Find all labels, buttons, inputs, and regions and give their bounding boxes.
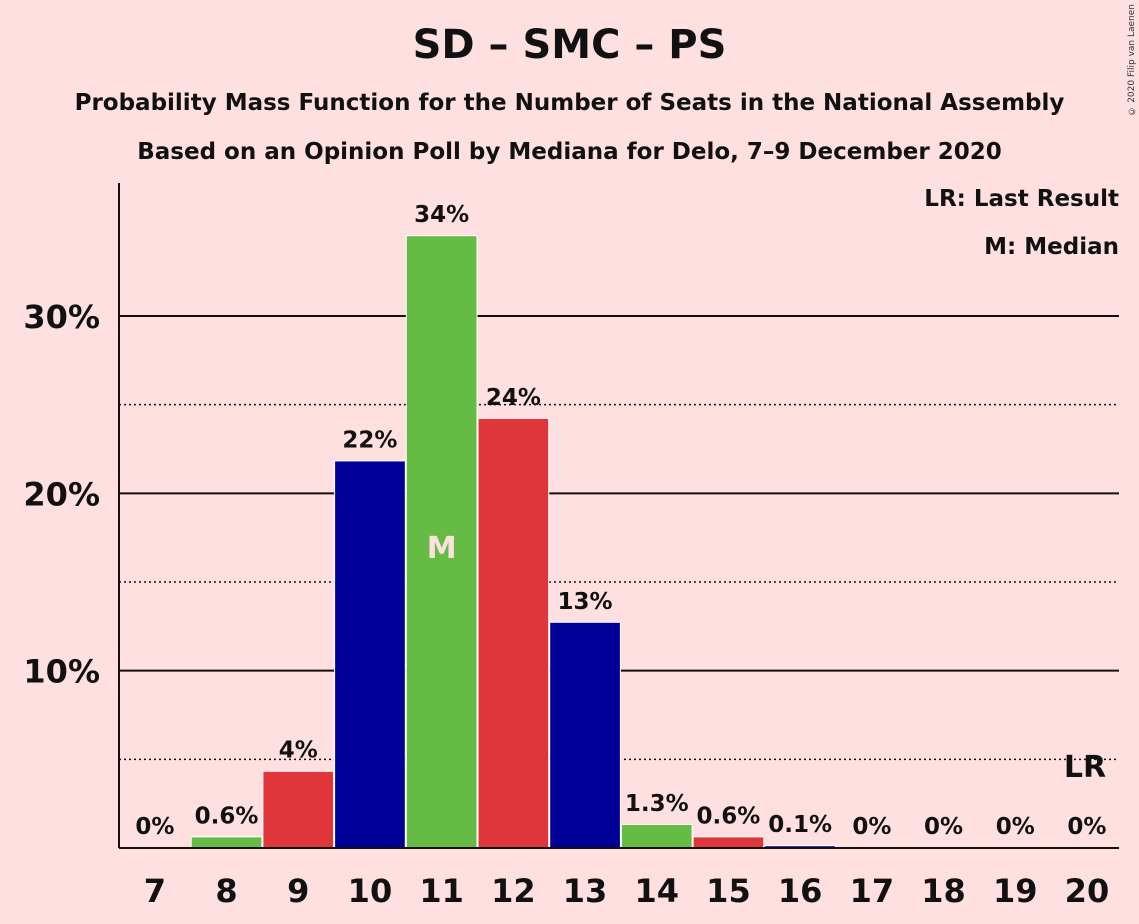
x-tick-label: 14 — [634, 872, 679, 910]
value-label: 0% — [1067, 814, 1106, 840]
value-label: 34% — [414, 202, 469, 228]
value-label: 4% — [279, 738, 318, 764]
y-tick-label: 20% — [23, 475, 100, 513]
median-marker: M — [427, 531, 457, 566]
last-result-marker: LR — [1064, 750, 1106, 785]
bar-8 — [191, 837, 262, 848]
x-tick-label: 18 — [921, 872, 966, 910]
value-label: 22% — [342, 427, 397, 453]
x-tick-label: 16 — [778, 872, 823, 910]
bar-9 — [263, 771, 334, 848]
y-tick-label: 10% — [23, 653, 100, 691]
x-tick-label: 9 — [287, 872, 309, 910]
legend-last-result: LR: Last Result — [924, 186, 1119, 212]
legend-median: M: Median — [984, 234, 1119, 260]
value-label: 0% — [924, 814, 963, 840]
x-tick-label: 17 — [850, 872, 895, 910]
chart-title: SD – SMC – PS — [412, 22, 727, 68]
chart-source: Based on an Opinion Poll by Mediana for … — [137, 139, 1002, 165]
value-label: 0% — [996, 814, 1035, 840]
bar-14 — [621, 824, 692, 848]
chart-subtitle: Probability Mass Function for the Number… — [74, 90, 1065, 116]
bar-12 — [478, 418, 549, 848]
value-label: 13% — [558, 589, 613, 615]
x-tick-label: 7 — [144, 872, 166, 910]
bar-11 — [406, 236, 477, 848]
x-tick-label: 12 — [491, 872, 536, 910]
bar-15 — [693, 837, 764, 848]
value-label: 1.3% — [625, 791, 689, 817]
x-tick-label: 11 — [419, 872, 464, 910]
value-label: 0.6% — [697, 803, 761, 829]
value-label: 24% — [486, 385, 541, 411]
value-label: 0% — [135, 814, 174, 840]
x-tick-label: 19 — [993, 872, 1038, 910]
value-label: 0.1% — [768, 812, 832, 838]
bar-10 — [335, 461, 405, 848]
x-tick-label: 13 — [563, 872, 608, 910]
x-tick-label: 10 — [348, 872, 393, 910]
y-tick-label: 30% — [23, 298, 100, 336]
x-tick-label: 8 — [215, 872, 237, 910]
value-label: 0.6% — [195, 803, 259, 829]
value-label: 0% — [852, 814, 891, 840]
bar-13 — [550, 622, 620, 848]
x-tick-label: 20 — [1065, 872, 1110, 910]
x-tick-label: 15 — [706, 872, 751, 910]
